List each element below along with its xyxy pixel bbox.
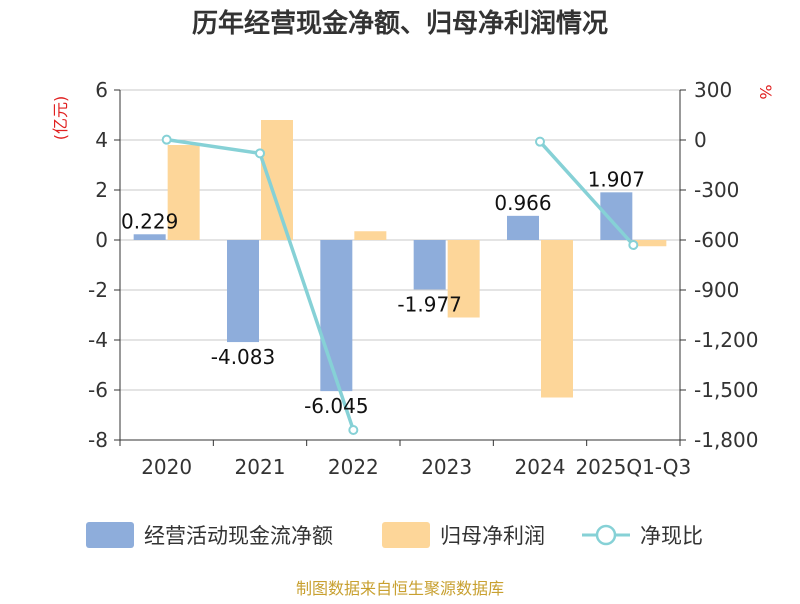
ratio-point: [348, 425, 359, 435]
right-axis-tick-label: 300: [694, 78, 732, 102]
net-profit-bar: [354, 231, 387, 240]
net-profit-bar: [634, 240, 667, 247]
right-axis-tick-label: -600: [694, 228, 739, 252]
ratio-point: [255, 148, 265, 159]
right-axis-tick-label: -1,200: [694, 328, 758, 352]
net-profit-bar: [447, 240, 480, 318]
net-profit-bar: [261, 120, 293, 240]
left-axis-unit: (亿元): [51, 96, 70, 141]
legend-swatch-cash-flow[interactable]: [86, 522, 134, 548]
legend-label-net-profit: 归母净利润: [440, 524, 545, 548]
source-note: 制图数据来自恒生聚源数据库: [296, 579, 504, 598]
cash-flow-data-label: -4.083: [211, 345, 275, 369]
axis-layer: 6 4 2 0 -2 -4 -6 -8 300 0 -300 -600 -900 -1,200 -1,500…: [88, 78, 758, 479]
ratio-point: [628, 240, 639, 250]
left-axis-tick-label: 0: [95, 228, 108, 252]
left-axis-tick-label: 2: [95, 178, 108, 202]
cash-flow-data-label: 0.229: [121, 209, 178, 233]
ratio-point: [161, 134, 172, 145]
x-axis-category-label: 2022: [328, 455, 379, 479]
legend-swatch-ratio-marker: [595, 524, 617, 546]
x-axis-category-label: 2024: [515, 455, 566, 479]
cash-flow-data-label: -1.977: [397, 292, 461, 316]
left-axis-tick-label: -2: [88, 278, 108, 302]
right-axis-unit: %: [756, 84, 775, 99]
ratio-line: [538, 140, 635, 247]
right-axis-tick-label: -300: [694, 178, 739, 202]
x-axis-category-label: 2025Q1-Q3: [575, 455, 691, 479]
bar-layer: [133, 120, 667, 398]
cash-flow-data-label: 0.966: [494, 191, 551, 215]
label-layer: 0.229 -4.083 -6.045 -1.977 0.966 1.907: [121, 167, 645, 418]
legend-label-cash-flow: 经营活动现金流净额: [144, 524, 333, 548]
cash-flow-bar: [133, 234, 166, 240]
cash-flow-data-label: 1.907: [588, 167, 645, 191]
right-axis-tick-label: -900: [694, 278, 739, 302]
cash-flow-bar: [320, 240, 353, 392]
line-layer: [161, 134, 639, 435]
left-axis-tick-label: -4: [88, 328, 108, 352]
legend-swatch-net-profit[interactable]: [382, 522, 430, 548]
legend-label-ratio: 净现比: [640, 524, 703, 548]
chart-title: 历年经营现金净额、归母净利润情况: [192, 8, 608, 39]
legend: 经营活动现金流净额 归母净利润 净现比: [86, 522, 703, 548]
cash-flow-data-label: -6.045: [304, 394, 368, 418]
left-axis-tick-label: 4: [95, 128, 108, 152]
right-axis-tick-label: -1,800: [694, 428, 758, 452]
right-axis-tick-label: 0: [694, 128, 707, 152]
left-axis-tick-label: -6: [88, 378, 108, 402]
net-profit-bar: [541, 240, 573, 398]
x-axis-category-label: 2020: [141, 455, 192, 479]
grid-layer: [120, 89, 680, 441]
net-profit-bar: [167, 145, 200, 240]
left-axis-tick-label: 6: [95, 78, 108, 102]
left-axis-tick-label: -8: [88, 428, 108, 452]
right-axis-tick-label: -1,500: [694, 378, 758, 402]
cash-flow-bar: [413, 240, 446, 290]
cash-flow-bar: [227, 240, 259, 343]
x-axis-category-label: 2023: [421, 455, 472, 479]
ratio-point: [535, 136, 545, 147]
cash-flow-bar: [507, 215, 539, 240]
x-axis-category-label: 2021: [235, 455, 286, 479]
